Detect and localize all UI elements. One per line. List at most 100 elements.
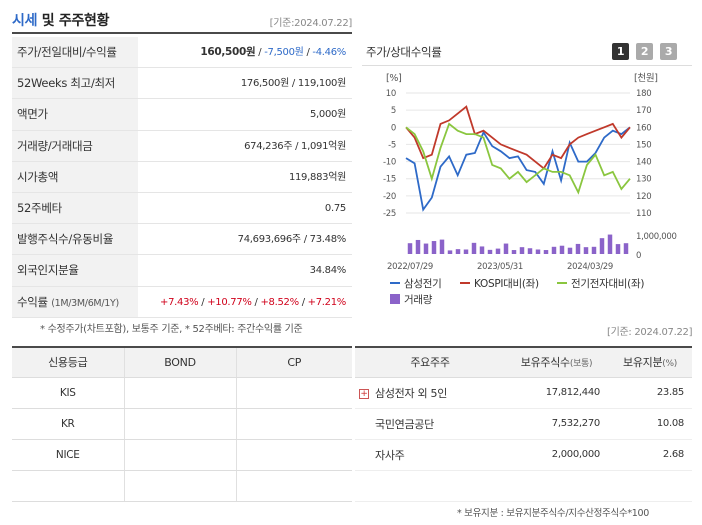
volume-bar (575, 243, 581, 254)
chart-lines (405, 105, 631, 212)
volume-bar (599, 238, 605, 254)
reference-date: [기준:2024.07.22] (269, 18, 353, 29)
chart-page-2-button[interactable]: 2 (636, 43, 653, 60)
summary-row: 액면가 5,000원 (12, 99, 352, 131)
holder-stake: 2.68 (608, 439, 692, 471)
volume-bar (511, 250, 517, 254)
table-header-row: 신용등급 BOND CP (12, 347, 352, 378)
summary-value: 0.75 (324, 202, 346, 214)
holder-shares: 2,000,000 (505, 439, 608, 471)
left-axis-tick-label: 10 (386, 89, 396, 99)
legend-samsung-electro[interactable]: 삼성전기 (404, 278, 442, 290)
summary-label: 거래량/거래대금 (12, 130, 138, 161)
summary-row: 외국인지분율 34.84% (12, 255, 352, 287)
volume-bar (487, 249, 493, 254)
table-header-row: 주요주주 보유주식수(보통) 보유지분(%) (355, 347, 692, 378)
volume-bar (583, 247, 589, 254)
bond-cell (124, 408, 237, 440)
summary-row: 발행주식수/유동비율 74,693,696주 / 73.48% (12, 224, 352, 256)
table-row: + 삼성전자 외 5인 17,812,440 23.85 (355, 377, 692, 409)
left-axis-tick-label: 5 (391, 106, 396, 116)
cp-cell (236, 408, 352, 440)
left-axis-tick-label: -25 (383, 209, 396, 219)
column-header: CP (236, 347, 352, 378)
cp-cell (236, 377, 352, 409)
holder-shares: 17,812,440 (505, 377, 608, 409)
holder-stake: 10.08 (608, 408, 692, 440)
chart-page-3-button[interactable]: 3 (660, 43, 677, 60)
summary-value: 119,883억원 (288, 171, 346, 183)
volume-bar (503, 243, 509, 254)
volume-bar (623, 243, 629, 254)
volume-axis-tick: 1,000,000 (636, 232, 677, 242)
summary-label: 주가/전일대비/수익률 (12, 37, 138, 68)
chart-grid (406, 92, 630, 214)
summary-label: 52Weeks 최고/최저 (12, 68, 138, 99)
series-line (405, 126, 631, 212)
volume-bar (431, 241, 437, 254)
credit-rating-table: 신용등급 BOND CP KIS KR NICE (12, 346, 352, 502)
holder-name: 자사주 (355, 439, 505, 471)
summary-row: 주가/전일대비/수익률 160,500원 / -7,500원 / -4.46% (12, 37, 352, 69)
volume-bar (479, 246, 485, 254)
column-header-stake: 보유지분(%) (608, 347, 692, 378)
legend-kospi[interactable]: KOSPI대비(좌) (474, 278, 539, 290)
table-row (12, 470, 352, 502)
summary-value: 674,236주 / 1,091억원 (244, 140, 346, 152)
volume-bar (455, 249, 461, 254)
chart-page-1-button[interactable]: 1 (612, 43, 629, 60)
column-header-holder: 주요주주 (355, 347, 505, 378)
column-header: BOND (124, 347, 237, 378)
x-axis-labels: 2022/07/29 2023/05/31 2024/03/29 (387, 262, 613, 272)
summary-value: 5,000원 (309, 109, 346, 121)
bond-cell (124, 377, 237, 409)
x-axis-tick-label: 2024/03/29 (567, 262, 613, 272)
table-row: KR (12, 408, 352, 440)
footnote-left: * 수정주가(차트포함), 보통주 기준, * 52주베타: 주간수익률 기준 (40, 324, 303, 335)
volume-bar (519, 247, 525, 254)
volume-bar (615, 244, 621, 254)
agency-cell (12, 470, 125, 502)
returns-label: 수익률 (1M/3M/6M/1Y) (12, 286, 138, 317)
summary-row: 52주베타 0.75 (12, 192, 352, 225)
column-header-shares: 보유주식수(보통) (505, 347, 608, 378)
table-row: KIS (12, 377, 352, 409)
chart-reference-date: [기준: 2024.07.22] (607, 327, 693, 338)
holder-stake: 23.85 (608, 377, 692, 409)
legend-volume[interactable]: 거래량 (404, 294, 433, 306)
holder-shares (505, 470, 608, 502)
right-axis-tick-label: 150 (636, 140, 651, 150)
right-axis-ticks: 180 170 160 150 140 130 120 110 (636, 89, 652, 219)
summary-row: 거래량/거래대금 674,236주 / 1,091억원 (12, 130, 352, 162)
stock-chart: [%] [천원] 10 5 0 -5 -10 -15 -20 -25 180 170 160 150… (383, 73, 677, 306)
right-axis-tick-label: 170 (636, 106, 651, 116)
summary-value: 176,500원 / 119,100원 (240, 78, 346, 90)
series-line (405, 122, 631, 195)
left-axis-tick-label: -5 (388, 140, 396, 150)
series-line (405, 105, 631, 170)
volume-bar (407, 243, 413, 254)
left-axis-tick-label: -15 (383, 175, 396, 185)
summary-label: 발행주식수/유동비율 (12, 224, 138, 255)
holder-shares: 7,532,270 (505, 408, 608, 440)
legend-electronics[interactable]: 전기전자대비(좌) (571, 278, 645, 290)
returns-row: 수익률 (1M/3M/6M/1Y) +7.43% / +10.77% / +8.… (12, 286, 352, 318)
volume-bar (471, 242, 477, 254)
volume-bar (527, 248, 533, 254)
volume-bar (543, 250, 549, 254)
volume-bar (567, 247, 573, 254)
holder-stake (608, 470, 692, 502)
table-row: NICE (12, 439, 352, 471)
right-axis-tick-label: 160 (636, 123, 651, 133)
volume-bar (415, 239, 421, 254)
cp-cell (236, 439, 352, 471)
volume-bar (591, 246, 597, 254)
x-axis-tick-label: 2023/05/31 (477, 262, 523, 272)
x-axis-tick-label: 2022/07/29 (387, 262, 433, 272)
expand-icon[interactable]: + (359, 388, 369, 399)
right-axis-tick-label: 110 (636, 209, 651, 219)
volume-bar (551, 246, 557, 254)
summary-label: 액면가 (12, 99, 138, 130)
summary-row: 52Weeks 최고/최저 176,500원 / 119,100원 (12, 68, 352, 100)
cp-cell (236, 470, 352, 502)
